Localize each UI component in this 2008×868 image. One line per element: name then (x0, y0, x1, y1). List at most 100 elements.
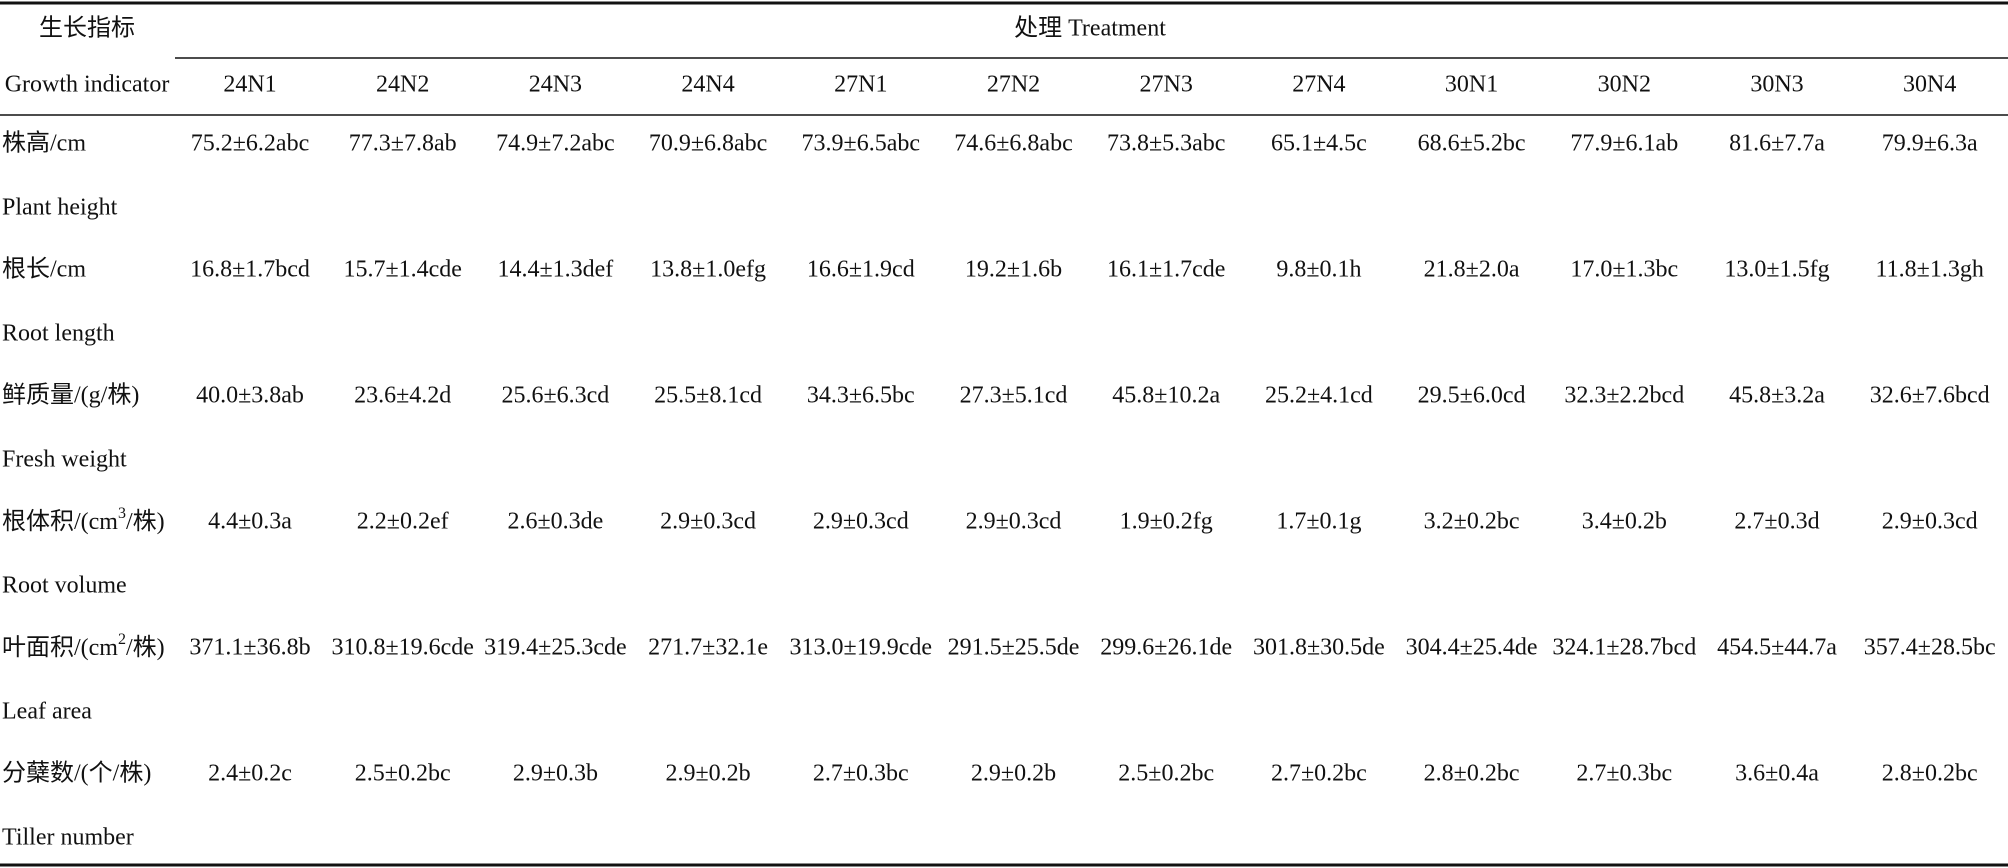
indicator-zh: 株高/cm (2, 130, 86, 157)
table-cell: 2.2±0.2ef (357, 509, 449, 535)
table-cell: 304.4±25.4de (1406, 635, 1538, 661)
table-cell: 271.7±32.1e (648, 635, 768, 661)
column-header: 24N1 (223, 72, 276, 98)
indicator-zh-header: 生长指标 (39, 15, 135, 42)
column-header: 27N4 (1292, 72, 1345, 98)
table-cell: 32.6±7.6bcd (1870, 383, 1990, 409)
column-header: 30N1 (1445, 72, 1498, 98)
table-cell: 357.4±28.5bc (1864, 635, 1996, 661)
table-cell: 65.1±4.5c (1271, 131, 1367, 157)
column-header: 24N3 (529, 72, 582, 98)
table-cell: 1.7±0.1g (1276, 509, 1361, 535)
table-cell: 70.9±6.8abc (649, 131, 767, 157)
indicator-zh: 根体积/(cm3/株) (2, 505, 165, 535)
table-cell: 9.8±0.1h (1276, 257, 1361, 283)
indicator-zh: 鲜质量/(g/株) (2, 382, 139, 409)
table-cell: 2.5±0.2bc (355, 761, 451, 787)
table-cell: 2.9±0.3cd (660, 509, 756, 535)
table-cell: 81.6±7.7a (1729, 131, 1825, 157)
table-cell: 19.2±1.6b (965, 257, 1062, 283)
column-header: 30N3 (1750, 72, 1803, 98)
table-cell: 11.8±1.3gh (1876, 257, 1984, 283)
table-cell: 75.2±6.2abc (191, 131, 309, 157)
indicator-zh-sup: 2 (118, 631, 126, 648)
table-cell: 32.3±2.2bcd (1564, 383, 1684, 409)
table-cell: 23.6±4.2d (354, 383, 451, 409)
table-cell: 16.1±1.7cde (1107, 257, 1225, 283)
table-cell: 13.0±1.5fg (1724, 257, 1829, 283)
table-cell: 291.5±25.5de (948, 635, 1080, 661)
table-cell: 3.6±0.4a (1735, 761, 1819, 787)
table-cell: 454.5±44.7a (1717, 635, 1837, 661)
table-cell: 2.4±0.2c (208, 761, 292, 787)
table-cell: 68.6±5.2bc (1418, 131, 1526, 157)
treatment-header: 处理 Treatment (1014, 15, 1166, 42)
indicator-en: Root volume (2, 573, 127, 599)
table-cell: 3.2±0.2bc (1424, 509, 1520, 535)
table-cell: 15.7±1.4cde (343, 257, 461, 283)
table-cell: 34.3±6.5bc (807, 383, 915, 409)
table-cell: 371.1±36.8b (189, 635, 310, 661)
indicator-en: Root length (2, 321, 115, 347)
table-cell: 73.9±6.5abc (802, 131, 920, 157)
table-cell: 2.7±0.3bc (1576, 761, 1672, 787)
table-cell: 2.9±0.3cd (813, 509, 909, 535)
indicator-zh-tail: /株) (126, 634, 165, 661)
indicator-en: Leaf area (2, 699, 92, 725)
table-cell: 21.8±2.0a (1424, 257, 1520, 283)
table-cell: 25.5±8.1cd (654, 383, 762, 409)
indicator-zh-text: 根体积/(cm (2, 508, 118, 535)
table-cell: 301.8±30.5de (1253, 635, 1385, 661)
table-cell: 2.7±0.2bc (1271, 761, 1367, 787)
table-cell: 313.0±19.9cde (790, 635, 932, 661)
table-cell: 13.8±1.0efg (650, 257, 766, 283)
column-header: 27N3 (1140, 72, 1193, 98)
table-cell: 2.9±0.2b (666, 761, 751, 787)
table-cell: 2.9±0.2b (971, 761, 1056, 787)
table-cell: 27.3±5.1cd (960, 383, 1068, 409)
table-cell: 77.9±6.1ab (1570, 131, 1678, 157)
table-cell: 299.6±26.1de (1100, 635, 1232, 661)
table-cell: 16.8±1.7bcd (190, 257, 310, 283)
indicator-zh-tail: /株) (126, 508, 165, 535)
table-cell: 25.6±6.3cd (501, 383, 609, 409)
table-cell: 1.9±0.2fg (1120, 509, 1213, 535)
column-header: 27N2 (987, 72, 1040, 98)
indicator-zh-sup: 3 (118, 505, 126, 522)
table-cell: 74.9±7.2abc (496, 131, 614, 157)
table-cell: 29.5±6.0cd (1418, 383, 1526, 409)
table-cell: 2.9±0.3b (513, 761, 598, 787)
table-cell: 2.9±0.3cd (1882, 509, 1978, 535)
table-cell: 2.7±0.3bc (813, 761, 909, 787)
table-cell: 16.6±1.9cd (807, 257, 915, 283)
table-cell: 79.9±6.3a (1882, 131, 1978, 157)
table-cell: 77.3±7.8ab (349, 131, 457, 157)
table-cell: 2.9±0.3cd (966, 509, 1062, 535)
table-cell: 73.8±5.3abc (1107, 131, 1225, 157)
column-header: 30N2 (1598, 72, 1651, 98)
indicator-zh-text: 叶面积/(cm (2, 634, 118, 661)
table-cell: 2.8±0.2bc (1882, 761, 1978, 787)
table-cell: 40.0±3.8ab (196, 383, 304, 409)
table-cell: 310.8±19.6cde (331, 635, 473, 661)
indicator-zh: 根长/cm (2, 256, 86, 283)
indicator-en: Plant height (2, 195, 118, 221)
column-header: 27N1 (834, 72, 887, 98)
column-header: 24N4 (681, 72, 734, 98)
table-cell: 25.2±4.1cd (1265, 383, 1373, 409)
table-cell: 17.0±1.3bc (1570, 257, 1678, 283)
table-cell: 2.5±0.2bc (1118, 761, 1214, 787)
table-cell: 74.6±6.8abc (954, 131, 1072, 157)
table-cell: 14.4±1.3def (497, 257, 613, 283)
indicator-en: Tiller number (2, 825, 134, 851)
column-header: 24N2 (376, 72, 429, 98)
indicator-en: Fresh weight (2, 447, 127, 473)
table-cell: 4.4±0.3a (208, 509, 292, 535)
table-cell: 3.4±0.2b (1582, 509, 1667, 535)
column-header: 30N4 (1903, 72, 1956, 98)
table-cell: 2.6±0.3de (507, 509, 603, 535)
table-cell: 319.4±25.3cde (484, 635, 626, 661)
table-cell: 2.8±0.2bc (1424, 761, 1520, 787)
indicator-zh: 叶面积/(cm2/株) (2, 631, 165, 661)
